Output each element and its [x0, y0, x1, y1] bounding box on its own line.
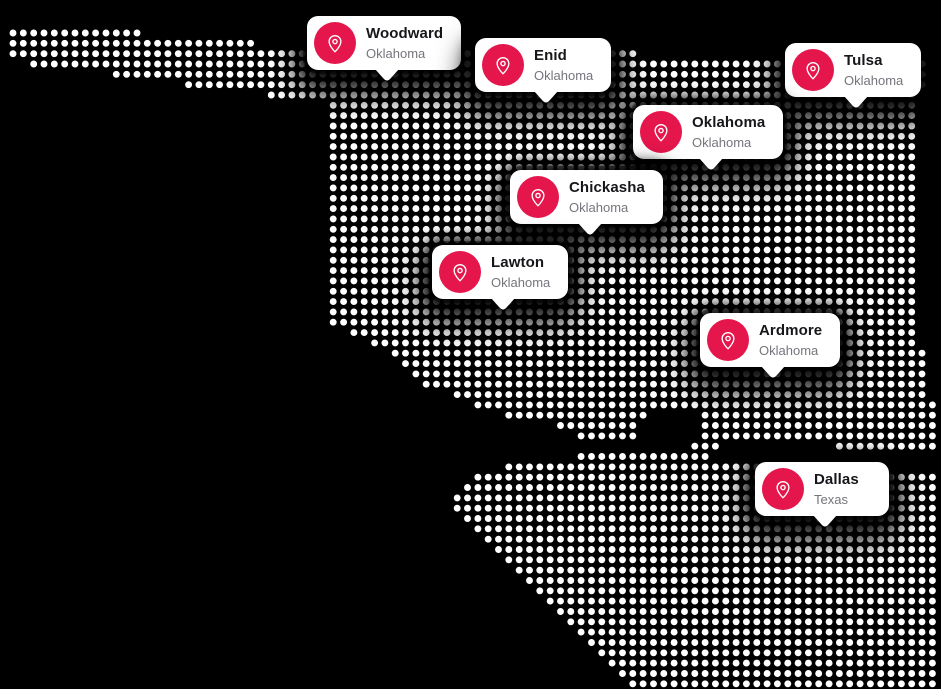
location-state: Oklahoma [844, 72, 904, 88]
location-city: Dallas [814, 470, 859, 488]
location-card-chickasha[interactable]: Chickasha Oklahoma [510, 170, 663, 235]
location-text: Lawton Oklahoma [491, 254, 550, 291]
card-pointer [490, 298, 515, 310]
location-text: Enid Oklahoma [534, 47, 593, 84]
card-pointer [577, 223, 602, 235]
location-city: Enid [534, 46, 567, 64]
location-state: Oklahoma [534, 67, 594, 83]
location-text: Oklahoma Oklahoma [692, 114, 765, 151]
location-pin-icon [482, 44, 524, 86]
location-card-enid[interactable]: Enid Oklahoma [475, 38, 612, 103]
location-pin-icon [314, 22, 356, 64]
location-text: Tulsa Oklahoma [844, 52, 903, 89]
location-card-tulsa[interactable]: Tulsa Oklahoma [785, 43, 922, 108]
location-state: Oklahoma [759, 342, 819, 358]
location-card-ardmore[interactable]: Ardmore Oklahoma [700, 313, 841, 378]
location-city: Oklahoma [692, 113, 766, 131]
location-city: Chickasha [569, 178, 645, 196]
location-text: Dallas Texas [814, 471, 859, 508]
location-city: Ardmore [759, 321, 823, 339]
location-city: Tulsa [844, 51, 883, 69]
location-card-woodward[interactable]: Woodward Oklahoma [307, 16, 462, 81]
location-pin-icon [517, 176, 559, 218]
card-pointer [533, 91, 558, 103]
card-pointer [812, 515, 837, 527]
location-card-dallas[interactable]: Dallas Texas [755, 462, 889, 527]
location-state: Oklahoma [491, 274, 551, 290]
location-card-oklahoma[interactable]: Oklahoma Oklahoma [633, 105, 784, 170]
card-pointer [375, 69, 400, 81]
location-text: Ardmore Oklahoma [759, 322, 822, 359]
location-state: Oklahoma [692, 134, 752, 150]
location-text: Woodward Oklahoma [366, 25, 443, 62]
card-pointer [843, 96, 868, 108]
location-pin-icon [640, 111, 682, 153]
location-pin-icon [707, 319, 749, 361]
location-pin-icon [792, 49, 834, 91]
location-state: Oklahoma [569, 199, 629, 215]
location-state: Oklahoma [366, 45, 426, 61]
location-pin-icon [439, 251, 481, 293]
card-pointer [699, 158, 724, 170]
location-state: Texas [814, 491, 848, 507]
location-card-lawton[interactable]: Lawton Oklahoma [432, 245, 569, 310]
location-city: Lawton [491, 253, 545, 271]
location-text: Chickasha Oklahoma [569, 179, 645, 216]
location-city: Woodward [366, 24, 444, 42]
card-pointer [760, 366, 785, 378]
location-pin-icon [762, 468, 804, 510]
